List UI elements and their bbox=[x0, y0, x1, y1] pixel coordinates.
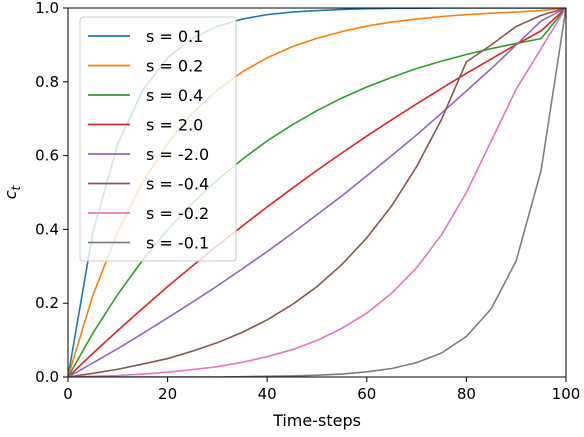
y-tick-label: 0.4 bbox=[35, 220, 59, 238]
y-tick-label: 1.0 bbox=[35, 0, 59, 17]
legend-label-7: s = -0.1 bbox=[146, 234, 209, 253]
x-tick-label: 60 bbox=[357, 385, 376, 403]
y-tick-label: 0.8 bbox=[35, 73, 59, 91]
plot-frame bbox=[67, 7, 567, 378]
legend-label-1: s = 0.2 bbox=[146, 57, 203, 76]
legend-box bbox=[79, 16, 237, 262]
y-axis-label-subscript: t bbox=[9, 184, 23, 190]
series-line-3 bbox=[68, 8, 566, 377]
x-tick-label: 20 bbox=[158, 385, 177, 403]
legend: s = 0.1 s = 0.2 s = 0.4 s = 2.0 s = -2.0 s = … bbox=[79, 16, 237, 262]
legend-label-6: s = -0.2 bbox=[146, 204, 209, 223]
series-line-7 bbox=[68, 8, 566, 377]
y-tick-label: 0.2 bbox=[35, 294, 59, 312]
x-tick-label: 0 bbox=[63, 385, 73, 403]
y-tick-label: 0.6 bbox=[35, 147, 59, 165]
series-layer bbox=[68, 8, 566, 377]
legend-label-4: s = -2.0 bbox=[146, 145, 209, 164]
legend-label-0: s = 0.1 bbox=[146, 27, 203, 46]
series-line-4 bbox=[68, 8, 566, 377]
x-tick-label: 100 bbox=[552, 385, 581, 403]
x-tick-label: 40 bbox=[258, 385, 277, 403]
x-tick-label: 80 bbox=[457, 385, 476, 403]
y-tick-label: 0.0 bbox=[35, 368, 59, 386]
y-axis-label-main: c bbox=[1, 190, 20, 199]
y-axis-label: ct bbox=[1, 184, 23, 199]
x-axis-label: Time-steps bbox=[272, 411, 361, 430]
legend-label-3: s = 2.0 bbox=[146, 116, 203, 135]
series-line-6 bbox=[68, 8, 566, 377]
legend-label-2: s = 0.4 bbox=[146, 86, 203, 105]
legend-label-5: s = -0.4 bbox=[146, 175, 209, 194]
series-line-5 bbox=[68, 8, 566, 377]
tick-layer: 0 20 40 60 80 100 0.0 0.2 0.4 0.6 0.8 1.0 bbox=[35, 0, 580, 403]
